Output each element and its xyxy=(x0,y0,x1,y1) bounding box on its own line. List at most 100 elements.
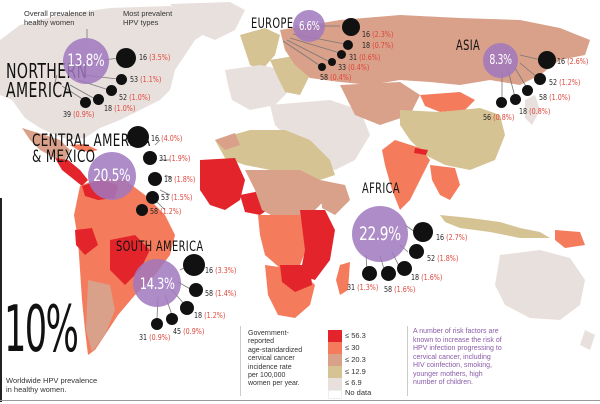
type-percent: (0.7%) xyxy=(372,41,394,50)
type-dot xyxy=(166,313,178,325)
type-percent: (1.8%) xyxy=(437,254,459,263)
type-number: 18 xyxy=(362,41,371,50)
type-label: 58 (1.6%) xyxy=(384,285,415,294)
map-greenland xyxy=(170,2,245,40)
type-label: 58 (1.2%) xyxy=(150,207,181,216)
type-number: 52 xyxy=(427,254,436,263)
type-dot xyxy=(116,48,136,68)
type-percent: (0.8%) xyxy=(493,113,515,122)
map-indonesia xyxy=(440,215,550,238)
type-label: 31 (1.9%) xyxy=(159,154,190,163)
type-percent: (0.9%) xyxy=(183,327,205,336)
map-india xyxy=(382,140,430,210)
title-text: SOUTH AMERICA xyxy=(116,239,204,255)
type-label: 31 (0.9%) xyxy=(139,333,170,342)
title-line-1: CENTRAL AMERICA xyxy=(32,131,151,151)
type-percent: (1.8%) xyxy=(174,175,196,184)
map-congo xyxy=(258,215,310,268)
type-dot xyxy=(538,51,556,69)
legend-description: Government- reported age-standardized ce… xyxy=(248,330,302,389)
legend-swatch-6 xyxy=(328,378,342,391)
bottom-rule xyxy=(0,400,600,401)
map-east-africa xyxy=(300,210,335,280)
type-percent: (0.4%) xyxy=(330,73,352,82)
legend-label: ≤ 30 xyxy=(345,343,360,352)
type-label: 31 (1.3%) xyxy=(347,283,378,292)
type-number: 16 xyxy=(139,53,148,62)
type-label: 18 (1.0%) xyxy=(104,104,135,113)
type-number: 18 xyxy=(164,175,173,184)
title-text: EUROPE xyxy=(251,16,294,32)
type-dot xyxy=(80,97,91,108)
type-dot xyxy=(127,126,149,148)
type-percent: (0.8%) xyxy=(529,107,551,116)
type-label: 52 (1.2%) xyxy=(549,78,580,87)
most-prevalent-types-text: Most prevalent HPV types xyxy=(123,9,173,27)
type-label: 16 (2.7%) xyxy=(436,233,467,242)
region-title-europe: EUROPE xyxy=(251,16,294,32)
type-number: 39 xyxy=(63,110,72,119)
type-dot xyxy=(343,40,353,50)
type-label: 52 (1.8%) xyxy=(427,254,458,263)
most-prevalent-types-label: Most prevalent HPV types xyxy=(123,9,183,27)
type-percent: (3.5%) xyxy=(149,53,171,62)
caption-line-2: in healthy women. xyxy=(6,385,67,394)
legend-swatch-12 xyxy=(328,366,342,379)
legend-label: ≤ 6.9 xyxy=(345,378,362,387)
map-australia xyxy=(495,250,585,320)
type-dot xyxy=(496,97,507,108)
type-number: 31 xyxy=(347,283,356,292)
type-dot xyxy=(409,244,424,259)
type-number: 33 xyxy=(338,63,347,72)
type-dot xyxy=(93,94,104,105)
legend-desc-line: per 100,000 xyxy=(248,371,286,379)
type-percent: (1.3%) xyxy=(357,283,379,292)
prevalence-bubble-central-america: 20.5% xyxy=(88,152,136,200)
risk-factors-note: A number of risk factors are known to in… xyxy=(413,328,502,388)
type-dot xyxy=(337,50,346,59)
type-number: 16 xyxy=(557,57,566,66)
type-percent: (1.4%) xyxy=(215,289,237,298)
type-percent: (1.2%) xyxy=(204,311,226,320)
worldwide-caption: Worldwide HPV prevalence in healthy wome… xyxy=(6,376,97,394)
risk-line: HPV infection progressing to xyxy=(413,345,502,353)
type-number: 53 xyxy=(130,75,139,84)
type-percent: (0.4%) xyxy=(348,63,370,72)
type-percent: (0.9%) xyxy=(73,110,95,119)
type-percent: (0.6%) xyxy=(359,53,381,62)
map-argentina xyxy=(86,280,115,352)
type-label: 58 (1.0%) xyxy=(539,93,570,102)
type-dot xyxy=(522,85,533,96)
legend-swatch-nodata xyxy=(328,390,342,399)
type-dot xyxy=(342,18,360,36)
type-label: 18 (0.8%) xyxy=(519,107,550,116)
map-mongolia xyxy=(420,92,475,112)
type-dot xyxy=(413,222,433,242)
region-title-central-america: CENTRAL AMERICA & MEXICO xyxy=(32,131,151,165)
prevalence-bubble-south-america: 14.3% xyxy=(133,259,181,307)
title-text: AFRICA xyxy=(362,181,401,197)
type-number: 58 xyxy=(150,207,159,216)
type-percent: (1.9%) xyxy=(169,154,191,163)
type-label: 16 (3.5%) xyxy=(139,53,170,62)
type-label: 56 (0.8%) xyxy=(483,113,514,122)
risk-line: cervical cancer, including xyxy=(413,353,491,361)
type-label: 18 (1.6%) xyxy=(411,273,442,282)
type-percent: (2.3%) xyxy=(372,30,394,39)
risk-line: younger mothers, high xyxy=(413,370,483,378)
legend-desc-line: Government- xyxy=(248,330,289,337)
legend-panel xyxy=(242,326,410,398)
region-title-south-america: SOUTH AMERICA xyxy=(116,239,204,255)
prevalence-bubble-northern-america: 13.8% xyxy=(63,38,109,84)
overall-prevalence-text: Overall prevalence in healthy women xyxy=(24,9,95,27)
map-central-america xyxy=(55,158,88,186)
type-number: 58 xyxy=(320,73,329,82)
type-label: 16 (3.3%) xyxy=(205,266,236,275)
map-west-africa xyxy=(200,158,245,210)
type-number: 58 xyxy=(384,285,393,294)
type-dot xyxy=(106,85,117,96)
map-se-asia xyxy=(430,165,460,200)
type-number: 56 xyxy=(483,113,492,122)
type-percent: (2.7%) xyxy=(446,233,468,242)
type-percent: (1.0%) xyxy=(129,93,151,102)
